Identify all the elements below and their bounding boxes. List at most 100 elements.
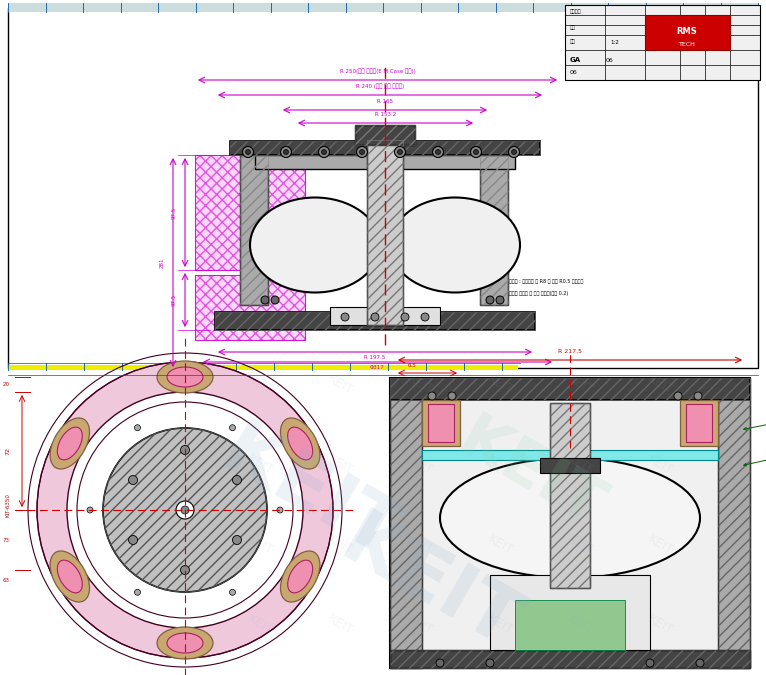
- Circle shape: [277, 507, 283, 513]
- Text: KEIT: KEIT: [405, 452, 435, 477]
- Ellipse shape: [50, 418, 90, 469]
- Text: 06: 06: [606, 57, 614, 63]
- Circle shape: [271, 296, 279, 304]
- Bar: [422, 450, 718, 460]
- Text: 보빈코일: 보빈코일: [744, 418, 766, 430]
- Text: RMS: RMS: [676, 28, 697, 36]
- Bar: [390, 650, 750, 668]
- Text: KEIT: KEIT: [565, 452, 595, 477]
- Text: R 165: R 165: [377, 99, 393, 104]
- Text: 제품번호: 제품번호: [570, 9, 581, 14]
- Bar: [680, 400, 718, 446]
- Ellipse shape: [57, 560, 82, 593]
- Text: KEIT: KEIT: [565, 612, 595, 637]
- Text: KEIT: KEIT: [329, 505, 532, 665]
- Circle shape: [428, 392, 436, 400]
- Circle shape: [67, 392, 303, 628]
- Text: KEIT: KEIT: [645, 533, 675, 558]
- Ellipse shape: [250, 198, 380, 292]
- Circle shape: [470, 146, 482, 157]
- Text: KEIT: KEIT: [325, 452, 355, 477]
- Text: KEIT: KEIT: [245, 452, 275, 477]
- Text: KEIT: KEIT: [325, 533, 355, 558]
- Circle shape: [322, 149, 326, 155]
- Bar: [390, 378, 422, 668]
- Circle shape: [135, 425, 140, 431]
- Circle shape: [421, 313, 429, 321]
- Bar: [367, 140, 403, 325]
- Circle shape: [398, 149, 402, 155]
- Text: KEIT: KEIT: [645, 373, 675, 398]
- Text: KEIT: KEIT: [325, 373, 355, 398]
- Text: 20: 20: [3, 381, 10, 387]
- Bar: [645, 15, 730, 50]
- Ellipse shape: [157, 627, 213, 659]
- Circle shape: [646, 659, 654, 667]
- Bar: [195, 155, 305, 270]
- Circle shape: [359, 149, 365, 155]
- Text: 97.5: 97.5: [172, 294, 177, 306]
- Bar: [390, 378, 750, 668]
- Text: KEIT: KEIT: [485, 612, 515, 637]
- Bar: [686, 404, 712, 442]
- Circle shape: [319, 146, 329, 157]
- Circle shape: [181, 506, 189, 514]
- Text: KIT-6350: KIT-6350: [5, 493, 10, 517]
- Circle shape: [436, 659, 444, 667]
- Circle shape: [181, 566, 189, 574]
- Circle shape: [230, 425, 235, 431]
- Text: KEIT: KEIT: [405, 612, 435, 637]
- Text: R 153.2: R 153.2: [375, 112, 396, 117]
- Bar: [565, 5, 760, 80]
- Text: 06: 06: [570, 70, 578, 74]
- Circle shape: [674, 392, 682, 400]
- Circle shape: [694, 392, 702, 400]
- Text: KEIT: KEIT: [645, 612, 675, 637]
- Text: KEIT: KEIT: [405, 373, 435, 398]
- Circle shape: [509, 146, 519, 157]
- Text: 2. 날카로운 모서리 및 버를 제거할(반경 0.2): 2. 날카로운 모서리 및 버를 제거할(반경 0.2): [500, 290, 568, 296]
- Bar: [215, 312, 535, 330]
- Bar: [550, 403, 590, 588]
- Bar: [422, 400, 460, 446]
- Text: 1. 결합부위 : 기계가공 후 R8 이 아닌 R0.5 적용한다: 1. 결합부위 : 기계가공 후 R8 이 아닌 R0.5 적용한다: [500, 279, 584, 284]
- Ellipse shape: [288, 560, 313, 593]
- Circle shape: [243, 146, 254, 157]
- Ellipse shape: [390, 198, 520, 292]
- Text: R 240 (살자 최장 상한선): R 240 (살자 최장 상한선): [356, 84, 404, 89]
- Ellipse shape: [50, 551, 90, 602]
- Circle shape: [371, 313, 379, 321]
- Ellipse shape: [440, 458, 700, 578]
- Text: KEIT: KEIT: [645, 452, 675, 477]
- Circle shape: [356, 146, 368, 157]
- Circle shape: [436, 149, 440, 155]
- Circle shape: [696, 659, 704, 667]
- Text: KEIT: KEIT: [447, 410, 613, 540]
- Text: GA: GA: [570, 57, 581, 63]
- Text: 척도: 척도: [570, 40, 576, 45]
- Bar: [195, 275, 305, 340]
- Circle shape: [448, 392, 456, 400]
- Bar: [480, 155, 508, 305]
- Bar: [240, 155, 268, 305]
- Circle shape: [135, 589, 140, 595]
- Text: 주기 :: 주기 :: [500, 267, 510, 273]
- Text: 97.5: 97.5: [172, 207, 177, 219]
- Text: KEIT: KEIT: [325, 612, 355, 637]
- Text: 281: 281: [160, 257, 165, 268]
- Circle shape: [512, 149, 516, 155]
- Bar: [367, 140, 403, 325]
- Text: KEIT: KEIT: [565, 533, 595, 558]
- Text: 6.5: 6.5: [408, 363, 417, 368]
- Text: KEIT: KEIT: [485, 373, 515, 398]
- Text: KEIT: KEIT: [245, 612, 275, 637]
- Bar: [540, 458, 600, 473]
- Circle shape: [486, 296, 494, 304]
- Bar: [390, 378, 750, 400]
- Circle shape: [129, 475, 138, 485]
- Text: KEIT: KEIT: [405, 533, 435, 558]
- Text: Φ317: Φ317: [370, 365, 385, 370]
- Circle shape: [280, 146, 292, 157]
- Text: 63: 63: [3, 578, 10, 583]
- Bar: [230, 141, 540, 155]
